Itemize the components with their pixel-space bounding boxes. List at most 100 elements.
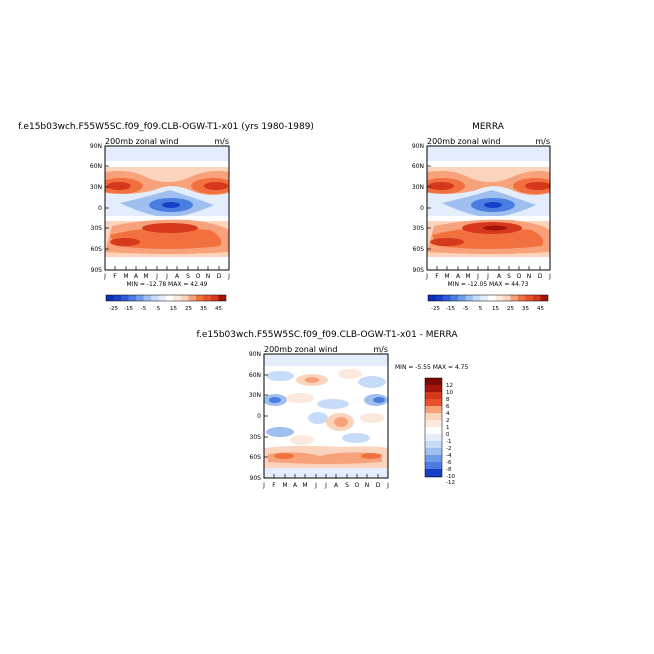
panel-model-y-tick-labels: 90N 60N 30N 0 30S 60S 90S	[90, 143, 102, 274]
colorbar-label: -10	[446, 474, 455, 480]
x-tick-label: D	[376, 482, 381, 489]
x-tick-label: M	[143, 273, 148, 280]
x-tick-label: D	[217, 273, 222, 280]
panel-merra-x-tick-labels: J F M A M J J A S O N D J	[425, 273, 551, 280]
x-tick-label: N	[527, 273, 532, 280]
x-tick-label: M	[282, 482, 287, 489]
x-tick-label: O	[196, 273, 201, 280]
colorbar-label: 6	[446, 404, 450, 410]
x-tick-label: A	[175, 273, 180, 280]
x-tick-label: S	[345, 482, 349, 489]
panel-difference-minmax: MIN = -5.55 MAX = 4.75	[395, 364, 468, 371]
colorbar-label: -1	[446, 439, 451, 445]
panel-difference-colorbar: 12 10 8 6 4 2 1 0 -1 -2 -4 -6 -8 -10 -12	[424, 377, 455, 486]
x-tick-label: O	[355, 482, 360, 489]
colorbar-label: -15	[446, 306, 455, 312]
panel-model-variable-label: 200mb zonal wind	[105, 137, 178, 146]
y-tick-label: 60S	[91, 246, 103, 253]
panel-model-units-label: m/s	[214, 137, 229, 146]
y-tick-label: 60N	[412, 163, 424, 170]
colorbar-label: -2	[446, 446, 451, 452]
panel-merra-y-tick-labels: 90N 60N 30N 0 30S 60S 90S	[412, 143, 424, 274]
panel-difference-y-tick-labels: 90N 60N 30N 0 30S 60S 90S	[249, 351, 261, 482]
y-tick-label: 30N	[249, 392, 261, 399]
x-tick-label: J	[165, 273, 168, 280]
colorbar-label: -4	[446, 453, 452, 459]
x-tick-label: O	[517, 273, 522, 280]
x-tick-label: J	[262, 482, 265, 489]
colorbar-label: -6	[446, 460, 452, 466]
colorbar-label: -25	[109, 306, 118, 312]
x-tick-label: S	[186, 273, 190, 280]
colorbar-label: 8	[446, 397, 450, 403]
panel-model-ticks	[104, 145, 230, 271]
colorbar-label: 12	[446, 383, 453, 389]
panel-merra-colorbar: -25 -15 -5 5 15 25 35 45	[427, 294, 549, 312]
panel-merra-units-label: m/s	[535, 137, 550, 146]
x-tick-label: A	[134, 273, 139, 280]
x-tick-label: J	[314, 482, 317, 489]
colorbar-label: 15	[492, 306, 499, 312]
x-tick-label: J	[386, 482, 389, 489]
y-tick-label: 30N	[412, 184, 424, 191]
y-tick-label: 60N	[249, 372, 261, 379]
colorbar-label: 5	[479, 306, 483, 312]
x-tick-label: F	[435, 273, 439, 280]
colorbar-label: 1	[446, 425, 450, 431]
colorbar-label: 25	[507, 306, 514, 312]
colorbar-label: 25	[185, 306, 192, 312]
x-tick-label: J	[155, 273, 158, 280]
panel-difference-ticks	[263, 353, 389, 479]
panel-model-colorbar: -25 -15 -5 5 15 25 35 45	[105, 294, 227, 312]
x-tick-label: J	[486, 273, 489, 280]
y-tick-label: 60N	[90, 163, 102, 170]
x-tick-label: N	[365, 482, 370, 489]
colorbar-label: 35	[522, 306, 529, 312]
x-tick-label: J	[227, 273, 230, 280]
colorbar-label: 4	[446, 411, 450, 417]
y-tick-label: 0	[257, 413, 261, 420]
x-tick-label: N	[206, 273, 211, 280]
panel-merra-ticks	[426, 145, 551, 271]
panel-model-minmax: MIN = -12.78 MAX = 42.49	[127, 281, 208, 288]
colorbar-label: 45	[537, 306, 544, 312]
x-tick-label: M	[465, 273, 470, 280]
panel-merra-variable-label: 200mb zonal wind	[427, 137, 500, 146]
x-tick-label: S	[507, 273, 511, 280]
y-tick-label: 90N	[249, 351, 261, 358]
y-tick-label: 30S	[91, 225, 103, 232]
x-tick-label: D	[538, 273, 543, 280]
y-tick-label: 0	[420, 205, 424, 212]
y-tick-label: 30S	[250, 434, 262, 441]
colorbar-label: 5	[157, 306, 161, 312]
colorbar-label: -15	[124, 306, 133, 312]
panel-merra-title: MERRA	[472, 122, 505, 132]
x-tick-label: J	[548, 273, 551, 280]
y-tick-label: 60S	[250, 454, 262, 461]
panel-model-title: f.e15b03wch.F55W5SC.f09_f09.CLB-OGW-T1-x…	[18, 122, 314, 132]
colorbar-label: -12	[446, 480, 455, 486]
colorbar-label: -5	[141, 306, 147, 312]
colorbar-label: 2	[446, 418, 450, 424]
colorbar-label: 15	[170, 306, 177, 312]
x-tick-label: F	[272, 482, 276, 489]
panel-difference-units-label: m/s	[373, 345, 388, 354]
y-tick-label: 30N	[90, 184, 102, 191]
x-tick-label: F	[113, 273, 117, 280]
y-tick-label: 90S	[91, 267, 103, 274]
panel-model: f.e15b03wch.F55W5SC.f09_f09.CLB-OGW-T1-x…	[18, 122, 314, 312]
colorbar-label: -25	[431, 306, 440, 312]
panel-difference-variable-label: 200mb zonal wind	[264, 345, 337, 354]
x-tick-label: A	[456, 273, 461, 280]
y-tick-label: 60S	[413, 246, 425, 253]
x-tick-label: M	[123, 273, 128, 280]
x-tick-label: J	[103, 273, 106, 280]
colorbar-label: -8	[446, 467, 452, 473]
panel-difference-contour-field	[264, 354, 388, 478]
y-tick-label: 30S	[413, 225, 425, 232]
panel-model-x-tick-labels: J F M A M J J A S O N D J	[103, 273, 230, 280]
y-tick-label: 90N	[412, 143, 424, 150]
y-tick-label: 90S	[250, 475, 262, 482]
panel-difference: f.e15b03wch.F55W5SC.f09_f09.CLB-OGW-T1-x…	[196, 330, 468, 489]
panel-model-contour-field	[105, 146, 229, 270]
